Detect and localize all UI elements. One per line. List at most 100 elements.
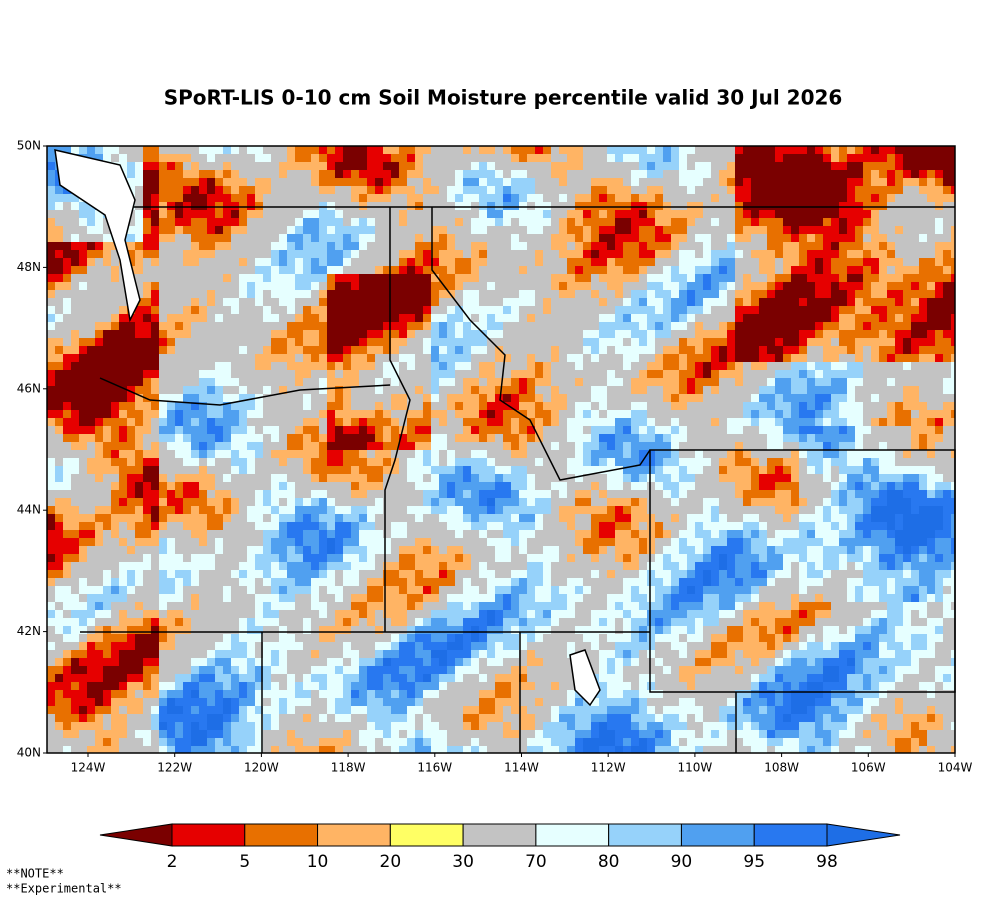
map-cell xyxy=(863,330,871,338)
map-cell xyxy=(911,330,919,338)
map-cell xyxy=(655,394,663,402)
map-cell xyxy=(727,314,735,322)
map-cell xyxy=(631,306,639,314)
map-cell xyxy=(207,490,215,498)
map-cell xyxy=(55,218,63,226)
map-cell xyxy=(247,146,255,154)
map-cell xyxy=(559,314,567,322)
map-cell xyxy=(463,306,471,314)
map-cell xyxy=(127,434,135,442)
map-cell xyxy=(623,210,631,218)
map-cell xyxy=(831,362,839,370)
map-cell xyxy=(463,338,471,346)
map-cell xyxy=(183,298,191,306)
map-cell xyxy=(743,274,751,282)
map-cell xyxy=(599,194,607,202)
map-cell xyxy=(399,490,407,498)
map-cell xyxy=(271,466,279,474)
map-cell xyxy=(423,170,431,178)
map-cell xyxy=(359,362,367,370)
map-cell xyxy=(519,426,527,434)
map-cell xyxy=(135,266,143,274)
map-cell xyxy=(359,162,367,170)
map-cell xyxy=(927,250,935,258)
map-cell xyxy=(703,370,711,378)
map-cell xyxy=(399,338,407,346)
map-cell xyxy=(295,210,303,218)
map-cell xyxy=(599,186,607,194)
map-cell xyxy=(727,474,735,482)
map-cell xyxy=(871,178,879,186)
map-cell xyxy=(623,274,631,282)
map-cell xyxy=(455,298,463,306)
map-cell xyxy=(247,194,255,202)
map-cell xyxy=(663,290,671,298)
map-cell xyxy=(639,306,647,314)
map-cell xyxy=(263,458,271,466)
map-cell xyxy=(951,450,955,458)
map-cell xyxy=(183,178,191,186)
map-cell xyxy=(47,242,55,250)
map-cell xyxy=(799,354,807,362)
map-cell xyxy=(79,394,87,402)
map-cell xyxy=(167,290,175,298)
map-cell xyxy=(671,370,679,378)
map-cell xyxy=(951,370,955,378)
map-cell xyxy=(391,290,399,298)
map-cell xyxy=(111,410,119,418)
map-cell xyxy=(135,410,143,418)
map-cell xyxy=(759,306,767,314)
map-cell xyxy=(887,234,895,242)
map-cell xyxy=(319,346,327,354)
map-cell xyxy=(511,418,519,426)
map-cell xyxy=(247,242,255,250)
map-cell xyxy=(855,362,863,370)
map-cell xyxy=(55,258,63,266)
map-cell xyxy=(391,314,399,322)
map-cell xyxy=(95,466,103,474)
map-cell xyxy=(351,482,359,490)
map-cell xyxy=(175,202,183,210)
map-cell xyxy=(879,466,887,474)
map-cell xyxy=(175,418,183,426)
map-cell xyxy=(583,410,591,418)
map-cell xyxy=(607,434,615,442)
map-cell xyxy=(383,186,391,194)
map-cell xyxy=(903,378,911,386)
map-cell xyxy=(487,434,495,442)
map-cell xyxy=(927,394,935,402)
map-cell xyxy=(767,202,775,210)
map-cell xyxy=(55,450,63,458)
map-cell xyxy=(183,146,191,154)
map-cell xyxy=(879,338,887,346)
map-cell xyxy=(503,234,511,242)
map-cell xyxy=(951,330,955,338)
map-cell xyxy=(719,170,727,178)
map-cell xyxy=(927,330,935,338)
map-cell xyxy=(503,178,511,186)
map-cell xyxy=(367,298,375,306)
map-cell xyxy=(343,194,351,202)
map-cell xyxy=(463,410,471,418)
map-cell xyxy=(215,426,223,434)
map-cell xyxy=(127,354,135,362)
map-cell xyxy=(127,442,135,450)
map-cell xyxy=(823,378,831,386)
map-cell xyxy=(631,450,639,458)
map-cell xyxy=(503,274,511,282)
map-cell xyxy=(351,474,359,482)
map-cell xyxy=(935,386,943,394)
map-cell xyxy=(871,290,879,298)
map-cell xyxy=(247,402,255,410)
map-cell xyxy=(143,258,151,266)
map-cell xyxy=(791,162,799,170)
map-cell xyxy=(815,154,823,162)
map-cell xyxy=(207,178,215,186)
map-cell xyxy=(199,226,207,234)
map-cell xyxy=(79,370,87,378)
map-cell xyxy=(423,234,431,242)
map-cell xyxy=(191,146,199,154)
map-cell xyxy=(327,210,335,218)
map-cell xyxy=(415,426,423,434)
map-cell xyxy=(591,274,599,282)
